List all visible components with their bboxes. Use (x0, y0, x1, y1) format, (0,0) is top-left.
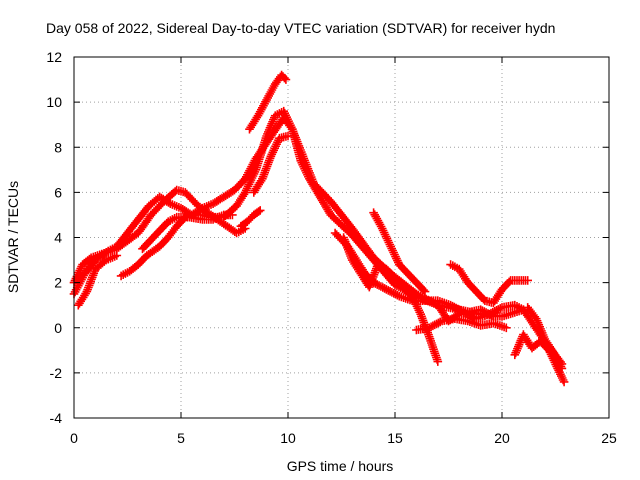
x-tick-label: 10 (280, 430, 296, 446)
y-tick-label: 2 (54, 275, 62, 291)
x-tick-label: 25 (601, 430, 617, 446)
marker-trace (446, 260, 532, 308)
series-trace-o (523, 303, 567, 373)
x-axis-title: GPS time / hours (287, 458, 394, 474)
data-markers (69, 70, 569, 387)
y-tick-label: 6 (54, 184, 62, 200)
marker-trace (412, 314, 511, 335)
series-trace-m (446, 260, 532, 308)
series-trace-h (249, 131, 293, 197)
chart-title: Day 058 of 2022, Sidereal Day-to-day VTE… (46, 20, 555, 36)
x-tick-label: 0 (70, 430, 78, 446)
marker-trace (245, 70, 291, 134)
marker-trace (523, 303, 567, 373)
series-trace-e (138, 210, 237, 254)
marker-trace (249, 131, 293, 197)
marker-trace (339, 233, 443, 366)
y-tick-label: 8 (54, 139, 62, 155)
y-tick-label: 12 (46, 49, 62, 65)
x-tick-label: 15 (387, 430, 403, 446)
x-tick-label: 5 (177, 430, 185, 446)
series-trace-k (369, 208, 430, 296)
marker-trace (138, 210, 237, 254)
marker-trace (236, 206, 265, 231)
y-tick-label: -4 (50, 410, 63, 426)
series-trace-j (339, 233, 443, 366)
axis-ticks: 0 5 10 15 20 25 -4 -2 0 2 4 6 8 10 12 (46, 49, 617, 446)
marker-trace (369, 208, 430, 296)
marker-trace (69, 113, 567, 369)
series-trace-a (69, 113, 567, 369)
y-axis-title: SDTVAR / TECUs (5, 181, 21, 293)
y-tick-label: 4 (54, 230, 62, 246)
marker-trace (74, 251, 122, 310)
series-trace-d (74, 251, 122, 310)
series-trace-l (412, 314, 511, 335)
y-tick-label: 10 (46, 94, 62, 110)
y-tick-label: -2 (50, 365, 63, 381)
y-tick-label: 0 (54, 320, 62, 336)
series-trace-g (245, 70, 291, 134)
x-tick-label: 20 (494, 430, 510, 446)
series-trace-f (236, 206, 265, 231)
